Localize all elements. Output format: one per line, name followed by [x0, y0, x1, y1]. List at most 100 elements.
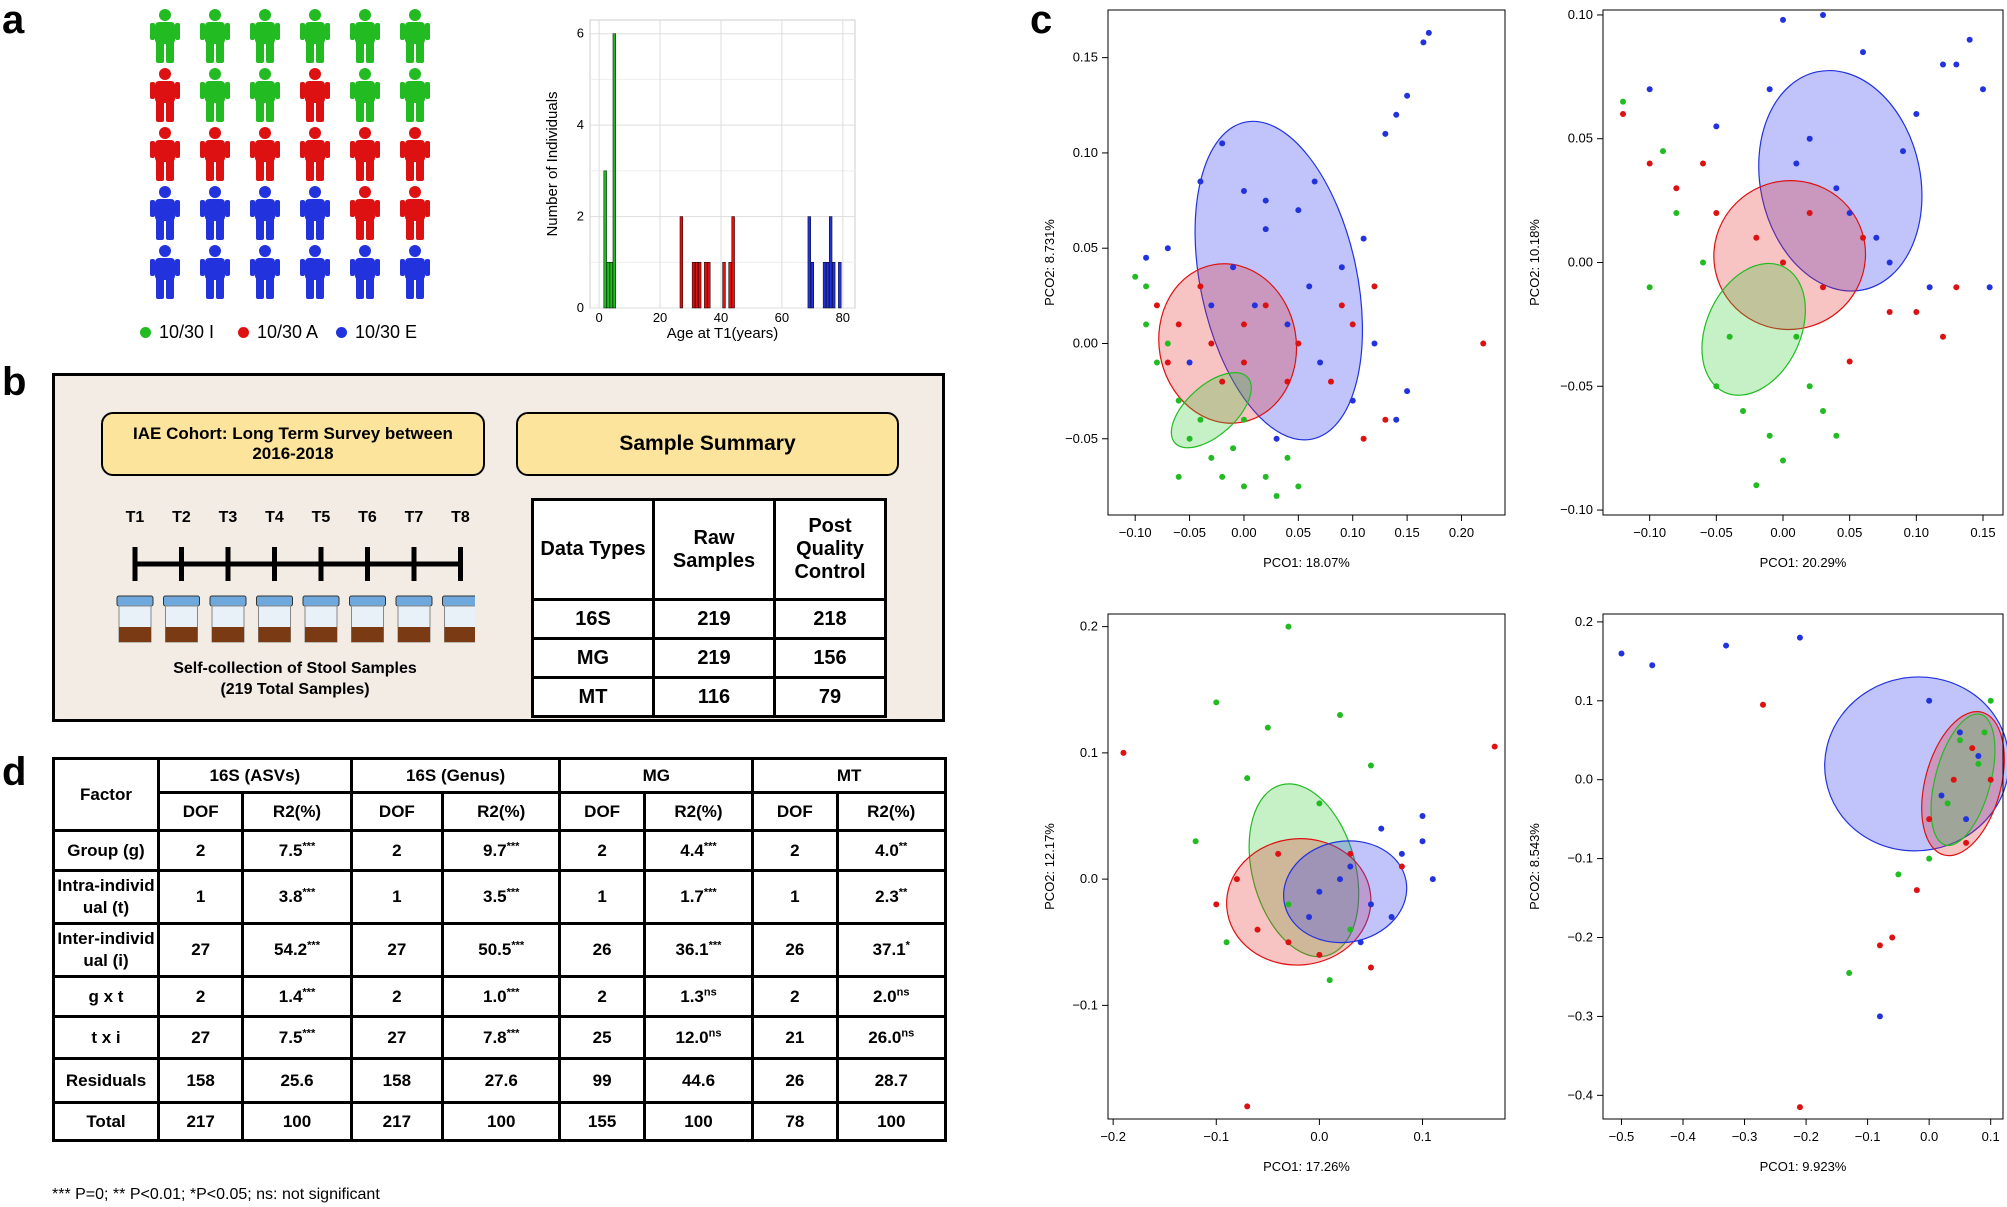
confidence-ellipse [1226, 838, 1372, 966]
scatter-point [1886, 309, 1893, 316]
table-row: 16S 219 218 [531, 598, 887, 640]
person-icon [200, 9, 230, 63]
table-row: Intra-individual (t) 1 3.8*** 1 3.5*** 1 1.7**… [52, 869, 947, 925]
stool-sample-cup-icon [209, 595, 247, 643]
sub-header: R2(%) [241, 791, 353, 832]
hist-bar [698, 262, 702, 309]
significance-mark: *** [703, 886, 717, 899]
scatter-point [1425, 29, 1432, 36]
y-tick-label: 0.0 [1575, 772, 1593, 787]
r2-value: 3.8 [278, 887, 303, 906]
summary-title: Sample Summary [619, 432, 796, 455]
scatter-point [1208, 340, 1215, 347]
scatter-point [1285, 623, 1292, 630]
significance-mark: ns [703, 985, 717, 998]
scatter-point [1143, 321, 1150, 328]
scatter-point [1766, 432, 1773, 439]
confidence-ellipse [1758, 69, 1923, 292]
y-tick-label: 2 [577, 209, 584, 224]
scatter-point [1262, 226, 1269, 233]
scatter-point [1275, 850, 1282, 857]
scatter-point [1316, 888, 1323, 895]
scatter-point [1208, 302, 1215, 309]
scatter-point [1295, 340, 1302, 347]
table-cell: 79 [773, 676, 887, 718]
y-tick-label: 0.1 [1080, 745, 1098, 760]
y-tick-label: 0 [577, 300, 584, 315]
caption-line-1: Self-collection of Stool Samples [173, 660, 417, 677]
factor-cell: Residuals [52, 1057, 160, 1104]
scatter-point [1986, 284, 1993, 291]
pco-plot-genus: −0.10 −0.05 0.00 0.05 0.10 0.15 −0.10 −0.05 0.00… [1527, 8, 2004, 570]
r2-cell: 100 [241, 1101, 353, 1142]
factor-cell: Group (g) [52, 829, 160, 872]
scatter-point [1382, 416, 1389, 423]
scatter-point [1926, 697, 1933, 704]
hist-bar [731, 216, 735, 309]
scatter-point [1306, 283, 1313, 290]
dof-cell: 26 [751, 1057, 839, 1104]
dof-cell: 2 [751, 975, 839, 1018]
r2-cell: 44.6 [642, 1057, 755, 1104]
scatter-point [1820, 408, 1826, 415]
group-header: MG [558, 757, 755, 794]
significance-mark: *** [506, 839, 520, 852]
hist-bar [822, 262, 827, 309]
x-axis-label: PCO1: 17.26% [1263, 1159, 1350, 1174]
confidence-ellipse [1283, 840, 1408, 944]
r2-cell: 54.2*** [241, 922, 353, 978]
scatter-point [1143, 254, 1150, 261]
scatter-point [1940, 333, 1946, 340]
person-icon [400, 127, 430, 181]
r2-cell: 9.7*** [440, 829, 562, 872]
table-row: Group (g) 2 7.5*** 2 9.7*** 2 4.4*** 2 4.0** [52, 829, 947, 872]
y-tick-label: −0.2 [1567, 930, 1593, 945]
r2-value: 54.2 [274, 940, 308, 959]
scatter-point [1987, 776, 1994, 783]
scatter-point [1913, 309, 1920, 316]
cohort-title: IAE Cohort: Long Term Survey between 201… [133, 424, 453, 463]
x-tick-label: −0.2 [1793, 1129, 1819, 1144]
scatter-point [1197, 416, 1204, 423]
scatter-point [1480, 340, 1487, 347]
r2-value: 2.3 [875, 887, 899, 906]
x-tick-label: −0.3 [1732, 1129, 1758, 1144]
r2-cell: 12.0ns [642, 1015, 755, 1060]
person-icon [250, 68, 280, 122]
scatter-point [1164, 340, 1171, 347]
y-tick-label: 0.2 [1575, 614, 1593, 629]
collection-caption: Self-collection of Stool Samples (219 To… [95, 658, 495, 700]
scatter-point [1378, 825, 1385, 832]
dof-cell: 155 [558, 1101, 646, 1142]
scatter-point [1223, 939, 1230, 946]
r2-value: 36.1 [675, 940, 709, 959]
timeline-graphic: T1 T2 T3 T4 T5 T6 T7 T8 [116, 509, 475, 643]
stool-sample-cup-icon [163, 595, 200, 643]
scatter-point [1240, 188, 1247, 195]
person-icon [150, 68, 180, 122]
scatter-point [1262, 197, 1269, 204]
legend-dot-icon [336, 327, 347, 338]
scatter-point [1295, 207, 1302, 214]
scatter-point [1240, 416, 1247, 423]
scatter-point [1753, 234, 1760, 241]
scatter-point [1956, 729, 1963, 736]
scatter-point [1192, 838, 1199, 845]
hist-bar [832, 262, 836, 309]
scatter-point [1646, 284, 1653, 291]
r2-value: 4.4 [680, 840, 704, 860]
scatter-point [1926, 855, 1933, 862]
significance-footnote: *** P=0; ** P<0.01; *P<0.05; ns: not sig… [52, 1186, 380, 1203]
scatter-point [1975, 753, 1982, 760]
y-tick-label: 0.2 [1080, 619, 1098, 634]
r2-value: 25.6 [280, 1070, 314, 1090]
x-tick-label: 0.10 [1904, 525, 1929, 540]
panel-letter-d: d [2, 750, 27, 794]
cohort-legend: 10/30 I 10/30 A 10/30 E [140, 322, 440, 348]
r2-cell: 7.5*** [241, 829, 353, 872]
scatter-point [1713, 209, 1720, 216]
r2-cell: 1.7*** [642, 869, 755, 925]
scatter-point [1284, 454, 1291, 461]
scatter-point [1404, 92, 1411, 99]
stool-sample-cup-icon [442, 595, 475, 643]
